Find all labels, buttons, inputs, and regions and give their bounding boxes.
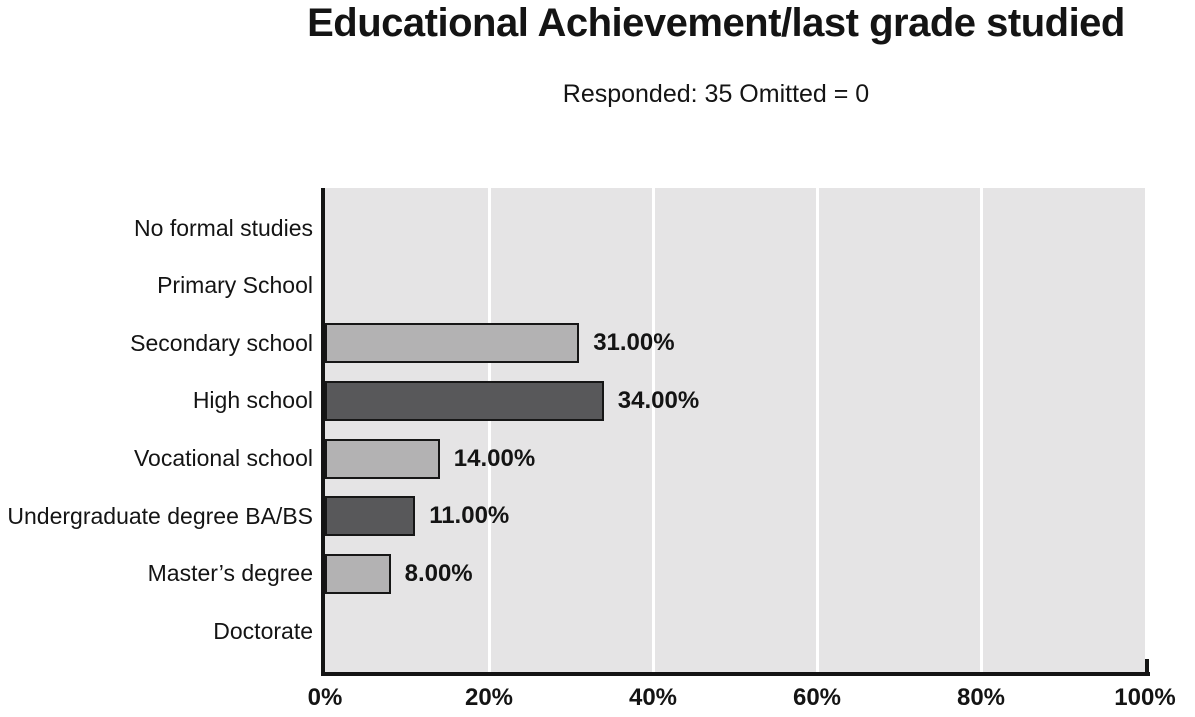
category-label: Vocational school [133, 445, 313, 472]
category-label: Doctorate [213, 617, 313, 644]
x-tick-label: 20% [464, 684, 514, 711]
bar [325, 553, 391, 594]
gridline-20 [488, 188, 491, 672]
bar-row: 11.00% [325, 487, 1145, 545]
value-label: 8.00% [404, 559, 473, 587]
x-axis-line [321, 672, 1150, 676]
chart-header: Educational Achievement/last grade studi… [240, 0, 1192, 108]
bar [325, 323, 580, 364]
plot-background [325, 188, 1145, 672]
category-axis: No formal studies Primary School Seconda… [0, 199, 313, 660]
bar-row: 31.00% [325, 315, 1145, 373]
x-axis-end-tick [1145, 659, 1149, 672]
bar-row [325, 603, 1145, 661]
chart-subtitle: Responded: 35 Omitted = 0 [562, 80, 870, 108]
bar-row: 8.00% [325, 545, 1145, 603]
category-label: High school [192, 387, 313, 414]
bar-row [325, 199, 1145, 257]
gridline-40 [652, 188, 655, 672]
gridline-60 [816, 188, 819, 672]
category-label: Secondary school [130, 329, 313, 356]
bar-row: 34.00% [325, 372, 1145, 430]
bar-rows: 31.00% 34.00% 14.00% 11.00% 8.00% [325, 199, 1145, 660]
bar [325, 380, 604, 421]
bar-row [325, 257, 1145, 315]
category-label: Undergraduate degree BA/BS [7, 502, 313, 529]
value-label: 11.00% [429, 502, 510, 530]
y-axis-line [321, 188, 325, 676]
bar-row: 14.00% [325, 430, 1145, 488]
x-tick-label: 60% [792, 684, 842, 711]
category-label: Master’s degree [147, 560, 313, 587]
value-label: 34.00% [617, 386, 700, 414]
bar [325, 496, 416, 537]
bar [325, 438, 440, 479]
plot-area: 31.00% 34.00% 14.00% 11.00% 8.00% [325, 188, 1145, 672]
category-label: No formal studies [134, 214, 313, 241]
chart-title: Educational Achievement/last grade studi… [307, 1, 1125, 45]
x-tick-label: 0% [307, 684, 343, 711]
x-tick-label: 100% [1114, 684, 1176, 711]
category-label: Primary School [157, 272, 313, 299]
gridline-80 [980, 188, 983, 672]
x-tick-label: 40% [628, 684, 678, 711]
value-label: 14.00% [453, 444, 536, 472]
x-tick-label: 80% [956, 684, 1006, 711]
x-axis: 0% 20% 40% 60% 80% 100% [308, 684, 1176, 714]
value-label: 31.00% [593, 329, 675, 357]
